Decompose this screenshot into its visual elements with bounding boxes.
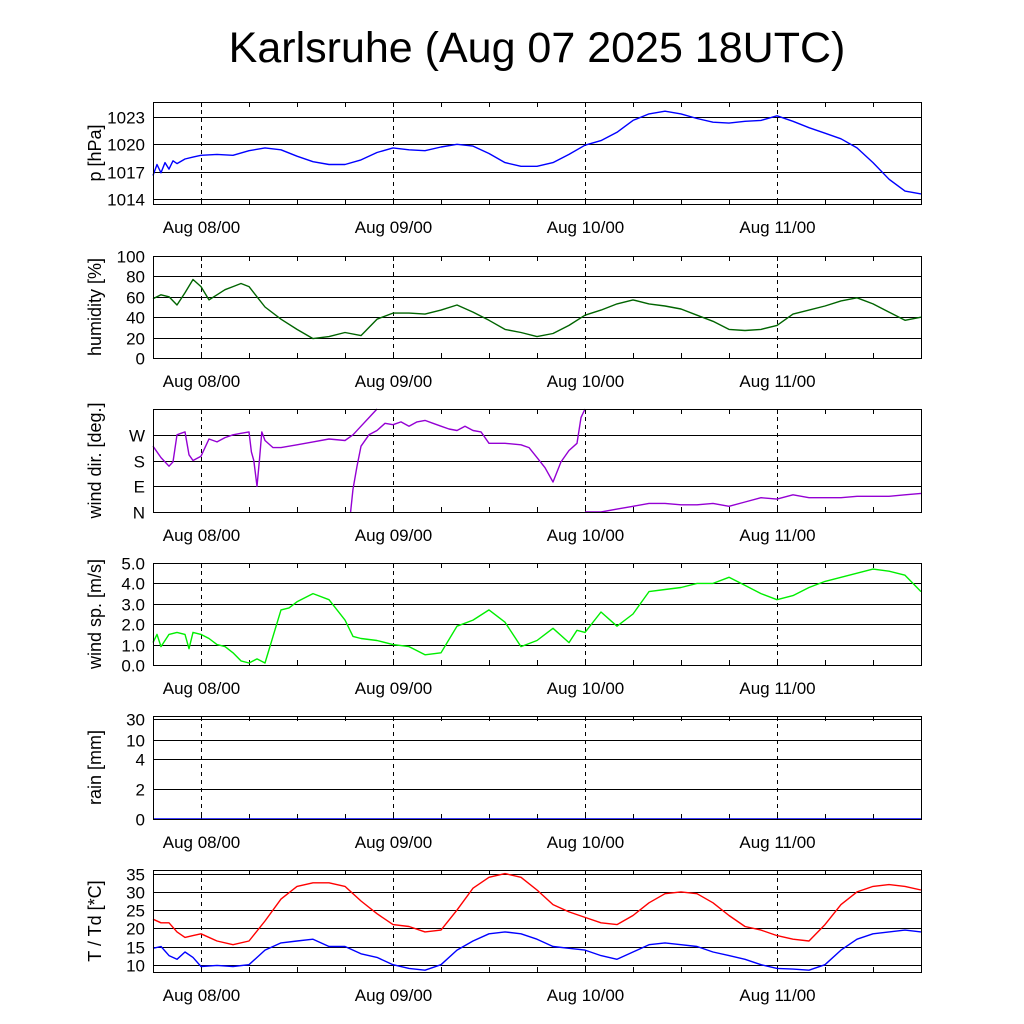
wind-speed-xtick-label: Aug 10/00 <box>547 679 625 698</box>
temperature-ytick-label: 15 <box>126 939 145 958</box>
rain-panel: 0 2 410 30 Aug 08/00 Aug 09/00 Aug 10/00 Aug 11… <box>85 711 922 852</box>
wind-speed-xtick-label: Aug 11/00 <box>739 679 815 698</box>
wind-speed-ytick-label: 0.0 <box>121 657 145 676</box>
wind-speed-xtick-label: Aug 09/00 <box>355 679 433 698</box>
rain-ytick-label: 2 <box>136 781 145 800</box>
pressure-frame <box>153 102 922 205</box>
pressure-series-line-1 <box>152 110 922 195</box>
rain-xtick-label: Aug 10/00 <box>547 833 625 852</box>
pressure-xtick-label: Aug 11/00 <box>739 218 815 237</box>
wind-direction-ytick-label: E <box>134 478 145 497</box>
pressure-xtick-label: Aug 08/00 <box>163 218 241 237</box>
pressure-panel: 1014 1017 1020 1023 Aug 08/00 Aug 09/00 Aug 10… <box>85 102 922 237</box>
humidity-series-line-1 <box>152 278 922 340</box>
wind-direction-xtick-label: Aug 08/00 <box>163 526 241 545</box>
temperature-ytick-label: 20 <box>126 920 145 939</box>
temperature-ylabel: T / Td [*C] <box>85 880 105 961</box>
humidity-xtick-label: Aug 09/00 <box>355 372 433 391</box>
wind-speed-ytick-label: 2.0 <box>121 616 145 635</box>
chart-title: Karlsruhe (Aug 07 2025 18UTC) <box>228 24 846 72</box>
wind-direction-series-line-1 <box>152 408 378 487</box>
temperature-xtick-label: Aug 09/00 <box>355 986 433 1005</box>
wind-speed-ytick-label: 1.0 <box>121 637 145 656</box>
wind-speed-ytick-label: 5.0 <box>121 555 145 574</box>
humidity-ytick-label: 0 <box>136 350 145 369</box>
temperature-xtick-label: Aug 10/00 <box>547 986 625 1005</box>
rain-frame <box>153 716 922 820</box>
wind-direction-frame <box>153 409 922 513</box>
humidity-xtick-label: Aug 08/00 <box>163 372 241 391</box>
pressure-ytick-label: 1014 <box>107 191 145 210</box>
rain-ytick-label: 4 <box>136 751 145 770</box>
humidity-frame <box>153 256 922 359</box>
temperature-ytick-label: 10 <box>126 957 145 976</box>
pressure-ylabel: p [hPa] <box>85 124 105 181</box>
wind-speed-ytick-label: 3.0 <box>121 596 145 615</box>
rain-ytick-label: 0 <box>136 811 145 830</box>
humidity-xtick-label: Aug 11/00 <box>739 372 815 391</box>
wind-direction-ytick-label: W <box>129 427 145 446</box>
wind-speed-frame <box>153 563 922 666</box>
rain-xtick-label: Aug 11/00 <box>739 833 815 852</box>
pressure-ytick-label: 1023 <box>107 109 145 128</box>
wind-direction-series-line-2 <box>349 408 586 513</box>
wind-speed-series-line-1 <box>152 568 922 664</box>
temperature-series-line-1 <box>152 872 922 946</box>
temperature-ytick-label: 35 <box>126 866 145 885</box>
wind-speed-panel: 0.01.0 2.03.0 4.05.0 Aug 08/00 Aug 09/00 Aug … <box>85 555 922 698</box>
rain-ytick-label: 30 <box>126 711 145 730</box>
temperature-ytick-label: 30 <box>126 884 145 903</box>
temperature-xtick-label: Aug 11/00 <box>739 986 815 1005</box>
wind-direction-xtick-label: Aug 09/00 <box>355 526 433 545</box>
wind-direction-ytick-label: S <box>134 453 145 472</box>
temperature-frame <box>153 870 922 973</box>
pressure-xtick-label: Aug 09/00 <box>355 218 433 237</box>
humidity-ytick-label: 40 <box>126 309 145 328</box>
pressure-xtick-label: Aug 10/00 <box>547 218 625 237</box>
humidity-ylabel: humidity [%] <box>85 258 105 356</box>
temperature-xtick-label: Aug 08/00 <box>163 986 241 1005</box>
temperature-ytick-label: 25 <box>126 902 145 921</box>
humidity-ytick-label: 80 <box>126 268 145 287</box>
rain-xtick-label: Aug 09/00 <box>355 833 433 852</box>
pressure-ytick-label: 1017 <box>107 164 145 183</box>
wind-direction-xtick-label: Aug 10/00 <box>547 526 625 545</box>
pressure-ytick-label: 1020 <box>107 136 145 155</box>
wind-direction-series-line-3 <box>585 492 922 513</box>
rain-xtick-label: Aug 08/00 <box>163 833 241 852</box>
humidity-ytick-label: 100 <box>117 248 145 267</box>
rain-ytick-label: 10 <box>126 732 145 751</box>
humidity-xtick-label: Aug 10/00 <box>547 372 625 391</box>
rain-ylabel: rain [mm] <box>85 730 105 805</box>
wind-speed-ylabel: wind sp. [m/s] <box>85 559 105 670</box>
humidity-ytick-label: 60 <box>126 289 145 308</box>
humidity-ytick-label: 20 <box>126 330 145 349</box>
temperature-series-line-2 <box>152 929 922 971</box>
wind-speed-xtick-label: Aug 08/00 <box>163 679 241 698</box>
wind-direction-xtick-label: Aug 11/00 <box>739 526 815 545</box>
wind-speed-ytick-label: 4.0 <box>121 575 145 594</box>
wind-direction-ytick-label: N <box>133 504 145 523</box>
wind-direction-ylabel: wind dir. [deg.] <box>85 402 105 519</box>
